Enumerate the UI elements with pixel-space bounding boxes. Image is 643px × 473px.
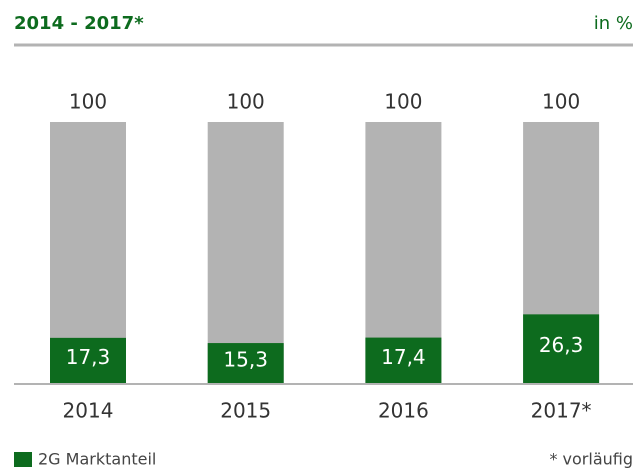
x-tick-label: 2014 bbox=[63, 399, 114, 423]
value-label: 17,3 bbox=[66, 345, 111, 369]
value-label: 15,3 bbox=[223, 348, 268, 372]
x-tick-label: 2016 bbox=[378, 399, 429, 423]
legend-swatch bbox=[14, 452, 32, 467]
footnote: * vorläufig bbox=[549, 450, 633, 469]
bar bbox=[523, 314, 600, 383]
value-label: 100 bbox=[227, 90, 265, 114]
value-label: 17,4 bbox=[381, 345, 426, 369]
x-tick-label: 2017* bbox=[531, 399, 592, 423]
chart-subtitle: 2014 - 2017* bbox=[14, 13, 144, 34]
unit-note: in % bbox=[594, 13, 633, 34]
bar bbox=[50, 337, 126, 383]
legend-label: 2G Marktanteil bbox=[38, 450, 156, 469]
bar bbox=[207, 343, 284, 383]
bar bbox=[365, 337, 442, 383]
value-label: 26,3 bbox=[539, 333, 584, 357]
bar bbox=[207, 122, 284, 383]
value-label: 100 bbox=[69, 90, 107, 114]
x-tick-label: 2015 bbox=[220, 399, 271, 423]
value-label: 100 bbox=[384, 90, 422, 114]
value-label: 100 bbox=[542, 90, 580, 114]
